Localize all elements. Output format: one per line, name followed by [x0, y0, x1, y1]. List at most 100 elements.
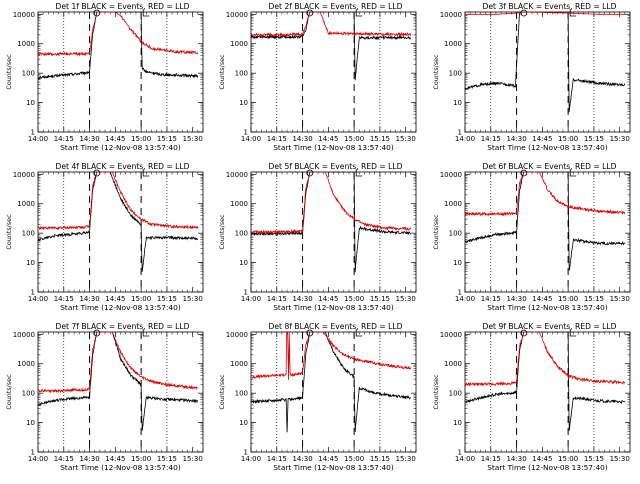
- corner-marker: [355, 9, 363, 17]
- y-axis-label: Counts/sec: [218, 214, 226, 250]
- x-tick-label: 14:45: [105, 455, 125, 463]
- y-tick-label: 10: [239, 419, 248, 427]
- corner-marker: [142, 329, 150, 337]
- detector-chart: Det 1f BLACK = Events, RED = LLD 1 10 100 10…: [5, 2, 204, 152]
- y-axis-label: Counts/sec: [432, 214, 440, 250]
- x-tick-label: 14:45: [105, 135, 125, 143]
- detector-chart: Det 5f BLACK = Events, RED = LLD 1 10 100 10…: [218, 162, 417, 312]
- chart-title: Det 4f BLACK = Events, RED = LLD: [56, 162, 190, 171]
- x-tick-label: 14:30: [292, 135, 312, 143]
- chart-title: Det 3f BLACK = Events, RED = LLD: [483, 2, 617, 11]
- x-tick-label: 15:15: [157, 135, 177, 143]
- x-tick-label: 14:15: [54, 295, 74, 303]
- y-tick-label: 10000: [226, 331, 248, 339]
- x-tick-label: 14:45: [105, 295, 125, 303]
- detector-chart: Det 9f BLACK = Events, RED = LLD 1 10 100 10…: [432, 322, 631, 472]
- x-tick-label: 14:30: [79, 455, 99, 463]
- x-tick-label: 14:00: [241, 135, 261, 143]
- x-tick-label: 15:00: [344, 295, 364, 303]
- corner-marker: [569, 329, 577, 337]
- chart-title: Det 9f BLACK = Events, RED = LLD: [483, 322, 617, 331]
- y-axis-label: Counts/sec: [5, 374, 13, 410]
- y-tick-label: 10: [453, 419, 462, 427]
- x-tick-label: 14:30: [79, 135, 99, 143]
- detector-panel: Det 6f BLACK = Events, RED = LLD 1 10 100 10…: [427, 160, 640, 324]
- y-tick-label: 10000: [440, 331, 462, 339]
- chart-title: Det 7f BLACK = Events, RED = LLD: [56, 322, 190, 331]
- x-tick-label: 14:30: [79, 295, 99, 303]
- series-line-lld: [38, 12, 199, 57]
- y-tick-label: 1000: [230, 40, 248, 48]
- series-group: [38, 172, 199, 272]
- series-line-lld: [465, 332, 625, 387]
- x-tick-label: 15:00: [558, 135, 578, 143]
- x-tick-label: 15:30: [396, 455, 416, 463]
- x-tick-label: 14:15: [54, 455, 74, 463]
- y-tick-label: 10000: [13, 11, 35, 19]
- x-tick-label: 15:15: [157, 455, 177, 463]
- plot-frame: [37, 171, 204, 293]
- series-line-events: [38, 12, 199, 80]
- x-tick-label: 15:30: [183, 295, 203, 303]
- detector-chart: Det 8f BLACK = Events, RED = LLD 1 10 100 10…: [218, 322, 417, 472]
- x-axis-label: Start Time (12-Nov-08 13:57:40): [60, 143, 181, 152]
- series-group: [465, 172, 626, 271]
- y-axis-label: Counts/sec: [432, 374, 440, 410]
- y-axis-label: Counts/sec: [218, 374, 226, 410]
- series-line-events: [465, 12, 626, 113]
- x-axis-label: Start Time (12-Nov-08 13:57:40): [60, 303, 181, 312]
- series-line-lld: [251, 332, 412, 381]
- x-tick-label: 14:30: [506, 135, 526, 143]
- series-group: [465, 332, 625, 431]
- y-tick-label: 1: [31, 449, 35, 457]
- corner-marker: [569, 9, 577, 17]
- chart-title: Det 2f BLACK = Events, RED = LLD: [269, 2, 403, 11]
- y-tick-label: 10: [239, 259, 248, 267]
- peak-circle-marker: [306, 169, 314, 177]
- y-tick-label: 10000: [13, 331, 35, 339]
- corner-marker: [142, 9, 150, 17]
- y-tick-label: 100: [235, 70, 248, 78]
- chart-title: Det 5f BLACK = Events, RED = LLD: [269, 162, 403, 171]
- plot-frame: [464, 331, 631, 453]
- x-tick-label: 15:00: [344, 455, 364, 463]
- x-tick-label: 14:30: [506, 295, 526, 303]
- y-tick-label: 1000: [17, 40, 35, 48]
- series-group: [38, 12, 199, 80]
- x-tick-label: 14:30: [506, 455, 526, 463]
- y-tick-label: 1: [458, 289, 462, 297]
- x-tick-label: 14:45: [318, 455, 338, 463]
- corner-marker: [355, 329, 363, 337]
- y-tick-label: 100: [449, 70, 462, 78]
- x-tick-label: 14:00: [455, 295, 475, 303]
- y-tick-label: 100: [22, 230, 35, 238]
- detector-panel: Det 2f BLACK = Events, RED = LLD 1 10 100 10…: [213, 0, 426, 164]
- detector-chart: Det 6f BLACK = Events, RED = LLD 1 10 100 10…: [432, 162, 631, 312]
- y-tick-label: 1000: [17, 200, 35, 208]
- x-tick-label: 14:30: [292, 295, 312, 303]
- y-tick-label: 1000: [444, 200, 462, 208]
- series-group: [251, 332, 412, 433]
- peak-circle-marker: [520, 329, 528, 337]
- y-tick-label: 1: [458, 129, 462, 137]
- x-tick-label: 14:45: [532, 295, 552, 303]
- x-tick-label: 14:15: [267, 295, 287, 303]
- x-axis-label: Start Time (12-Nov-08 13:57:40): [273, 303, 394, 312]
- x-axis-label: Start Time (12-Nov-08 13:57:40): [273, 143, 394, 152]
- x-tick-label: 15:00: [131, 455, 151, 463]
- x-tick-label: 15:30: [396, 295, 416, 303]
- x-tick-label: 15:15: [157, 295, 177, 303]
- y-axis-label: Counts/sec: [432, 54, 440, 90]
- x-tick-label: 15:15: [370, 135, 390, 143]
- plot-frame: [250, 11, 417, 133]
- plot-frame: [37, 11, 204, 133]
- x-tick-label: 15:30: [183, 455, 203, 463]
- x-tick-label: 14:00: [241, 455, 261, 463]
- y-axis-label: Counts/sec: [5, 54, 13, 90]
- y-axis-label: Counts/sec: [218, 54, 226, 90]
- x-tick-label: 14:00: [28, 135, 48, 143]
- detector-panel: Det 3f BLACK = Events, RED = LLD 1 10 100 10…: [427, 0, 640, 164]
- series-line-events: [251, 172, 412, 273]
- y-tick-label: 100: [22, 70, 35, 78]
- plot-frame: [37, 331, 204, 453]
